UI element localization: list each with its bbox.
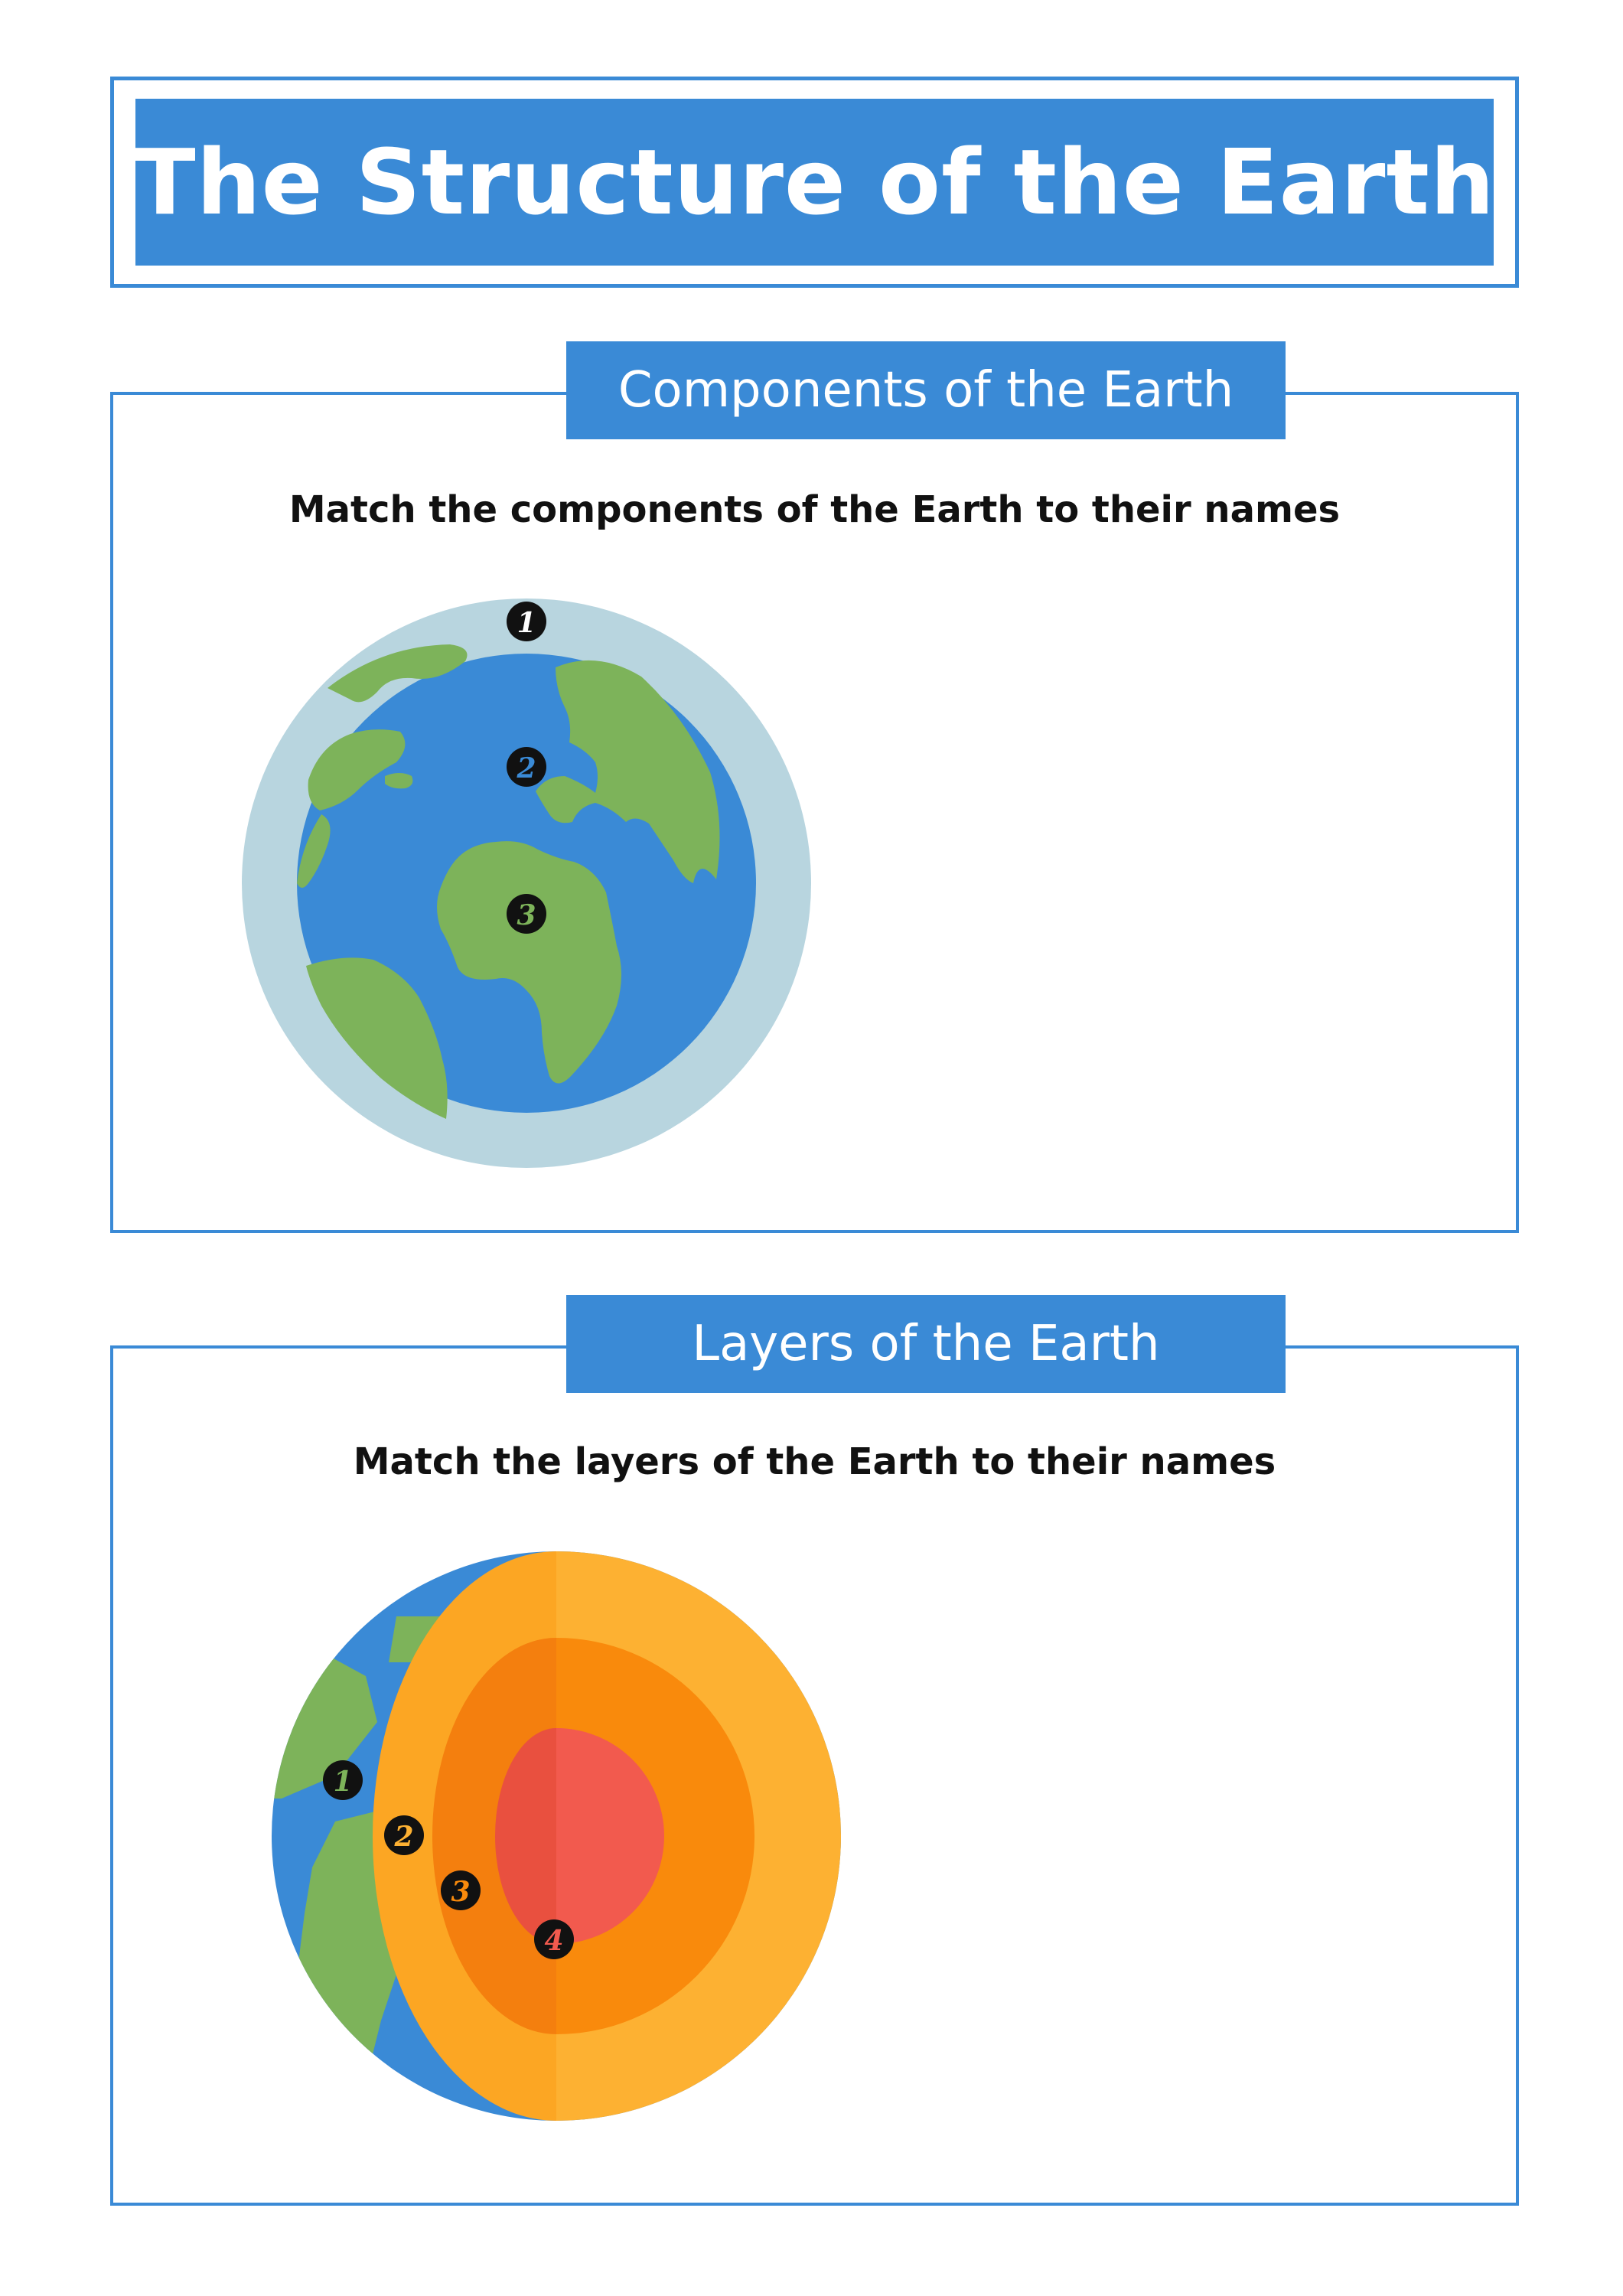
component-marker-2-label: 2 [516,752,536,784]
layer-marker-1-label: 1 [333,1766,352,1798]
mantle-layer-left [432,1638,556,2034]
title-bar: The Structure of the Earth [134,99,1495,266]
inner-core-layer-left [495,1728,556,1944]
layer-marker-1 [323,1760,363,1800]
layer-marker-2-label: 2 [393,1821,413,1853]
component-marker-1 [507,602,546,641]
layer-marker-4 [534,1919,574,1959]
layer-marker-4-label: 4 [544,1925,563,1957]
component-marker-1-label: 1 [517,607,536,639]
components-heading-tab: Components of the Earth [566,341,1286,439]
layer-marker-3 [441,1870,481,1910]
layer-markers: 1 2 3 4 [323,1760,574,1959]
component-marker-3 [507,894,546,934]
component-markers: 1 2 3 [507,602,546,934]
component-marker-2 [507,747,546,787]
earth-layers-illustration: 1 2 3 4 [272,1551,841,2121]
layers-heading: Layers of the Earth [692,1316,1160,1372]
layers-heading-tab: Layers of the Earth [566,1295,1286,1393]
layers-instruction: Match the layers of the Earth to their n… [353,1440,1276,1483]
continents [297,644,720,1119]
layer-marker-2 [384,1815,424,1855]
title-frame: The Structure of the Earth [110,77,1519,288]
layers-section: Layers of the Earth Match the layers of … [110,1295,1519,2206]
component-marker-3-label: 3 [517,899,536,931]
page-title: The Structure of the Earth [134,129,1495,235]
components-instruction: Match the components of the Earth to the… [288,488,1341,531]
components-section: Components of the Earth Match the compon… [110,341,1519,1233]
layer-marker-3-label: 3 [451,1876,470,1908]
earth-components-illustration: 1 2 3 [242,598,811,1168]
components-heading: Components of the Earth [618,362,1234,419]
inner-core-layer-right [556,1728,664,1944]
